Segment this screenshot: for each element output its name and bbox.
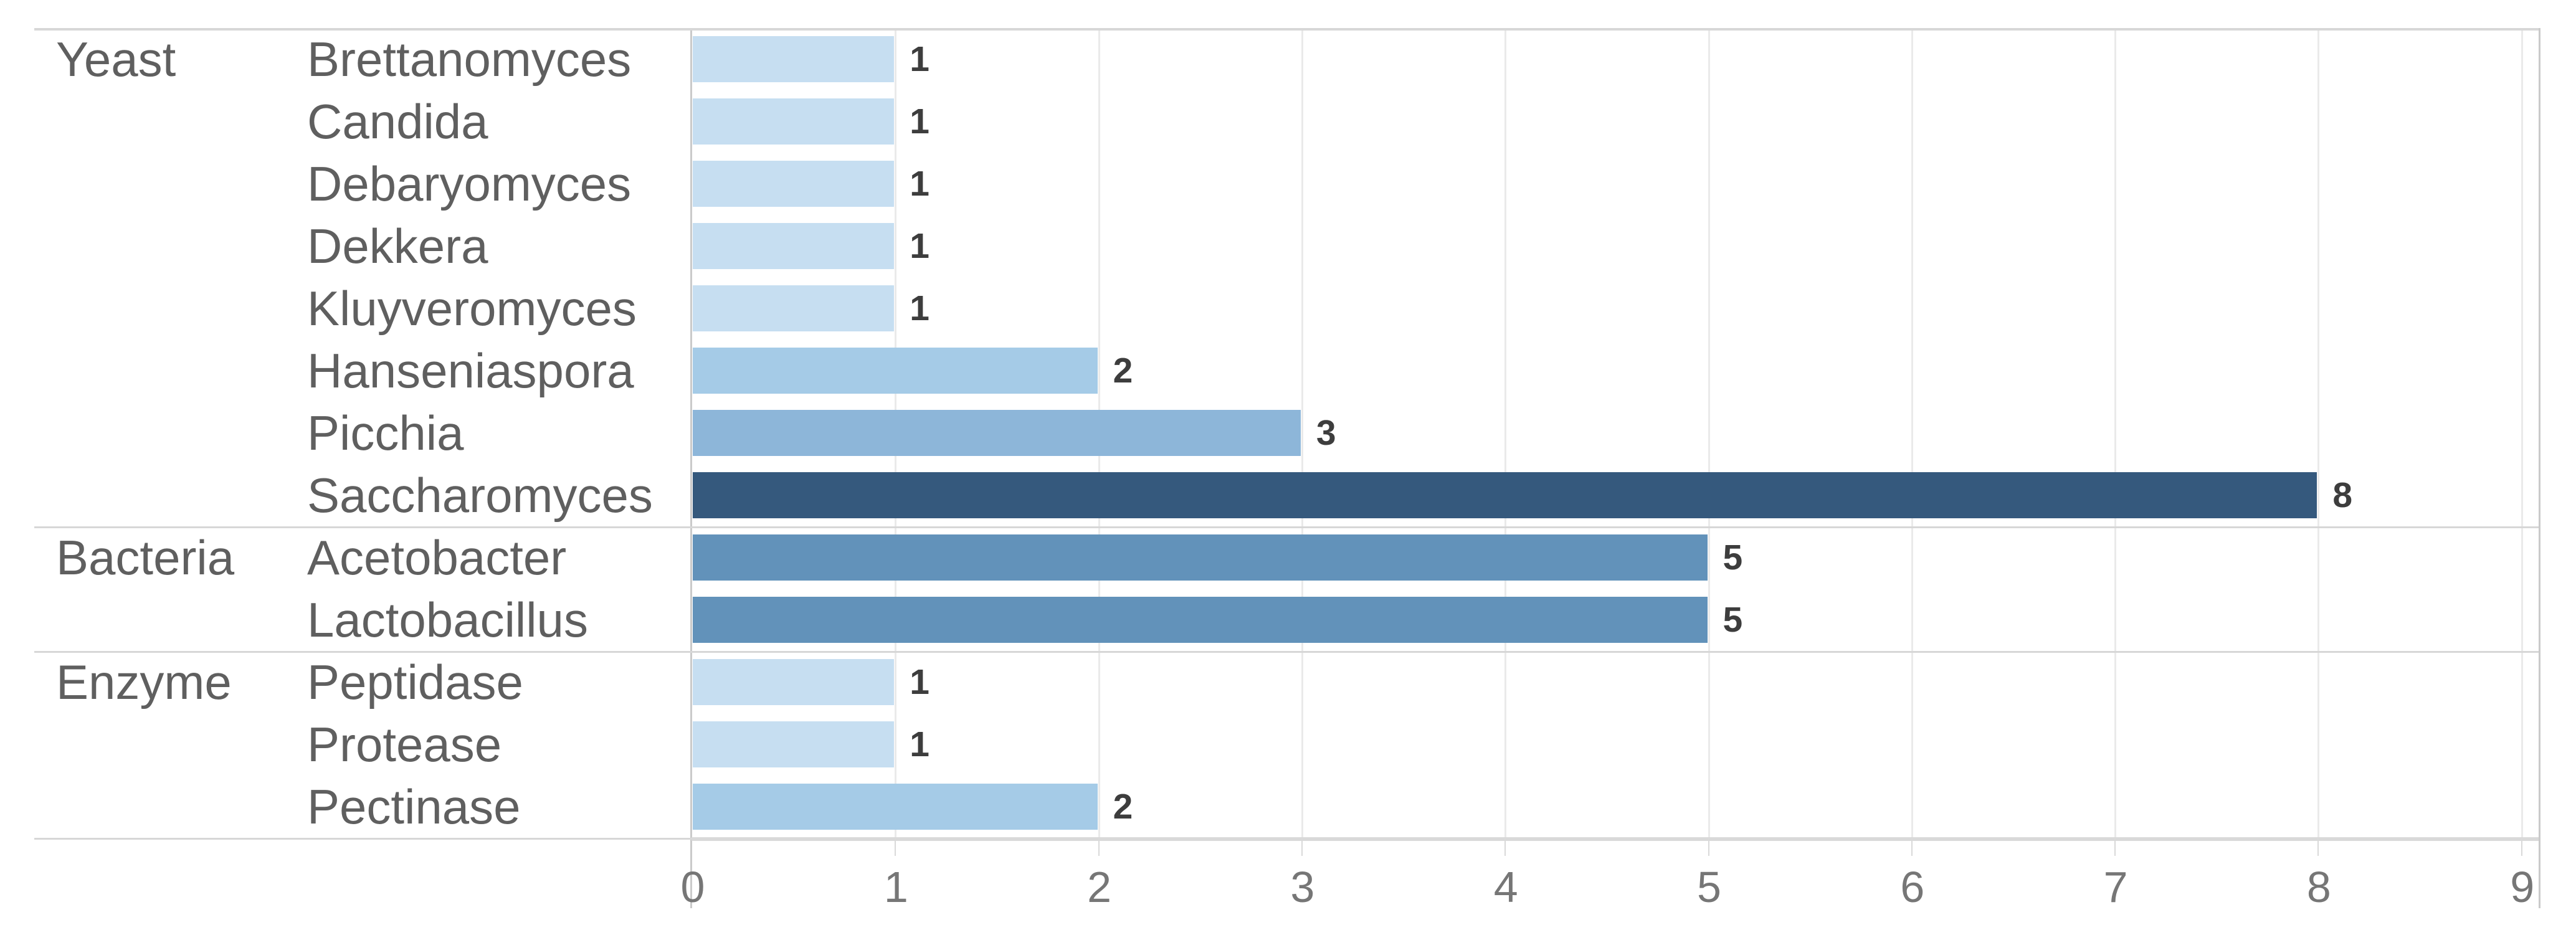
frame-right-border [2539, 28, 2540, 908]
x-axis-tick-label: 4 [1493, 863, 1518, 911]
bar-saccharomyces[interactable] [693, 472, 2317, 518]
row-header-genus-dekkera[interactable]: Dekkera [307, 219, 488, 273]
x-axis-line [692, 837, 2539, 841]
bar-dekkera[interactable] [693, 223, 895, 269]
row-header-category-yeast[interactable]: Yeast [56, 32, 176, 87]
x-gridline [1708, 28, 1710, 838]
x-axis-tick-label: 1 [883, 863, 908, 911]
x-axis-tick [2317, 838, 2319, 856]
bar-pectinase[interactable] [693, 784, 1098, 830]
row-header-genus-peptidase[interactable]: Peptidase [307, 655, 523, 710]
row-header-genus-candida[interactable]: Candida [307, 94, 488, 149]
x-axis-tick-label: 6 [1900, 863, 1925, 911]
bar-value-label: 8 [2332, 475, 2353, 515]
section-divider [34, 526, 2539, 528]
x-axis-tick-label: 2 [1087, 863, 1112, 911]
bar-value-label: 1 [910, 39, 929, 79]
bar-lactobacillus[interactable] [693, 597, 1708, 643]
bar-picchia[interactable] [693, 410, 1301, 456]
x-axis-tick [1301, 838, 1303, 856]
bar-debaryomyces[interactable] [693, 161, 895, 207]
x-gridline [2521, 28, 2523, 838]
x-gridline [2114, 28, 2117, 838]
bar-kluyveromyces[interactable] [693, 285, 895, 331]
row-header-genus-saccharomyces[interactable]: Saccharomyces [307, 468, 653, 523]
bar-value-label: 2 [1113, 787, 1133, 827]
bar-value-label: 5 [1723, 538, 1743, 577]
x-axis-tick [895, 838, 896, 856]
x-axis-tick-label: 0 [680, 863, 705, 911]
bar-value-label: 3 [1316, 413, 1336, 453]
row-header-genus-pectinase[interactable]: Pectinase [307, 779, 521, 834]
bar-value-label: 1 [910, 724, 929, 764]
bar-peptidase[interactable] [693, 659, 895, 705]
row-header-genus-protease[interactable]: Protease [307, 717, 502, 772]
row-header-genus-picchia[interactable]: Picchia [307, 406, 464, 460]
x-gridline [1301, 28, 1303, 838]
bar-hanseniaspora[interactable] [693, 348, 1098, 394]
x-axis-tick-label: 9 [2510, 863, 2535, 911]
bar-brettanomyces[interactable] [693, 36, 895, 82]
x-axis-tick-label: 3 [1290, 863, 1315, 911]
x-axis-tick [1911, 838, 1913, 856]
row-header-genus-hanseniaspora[interactable]: Hanseniaspora [307, 343, 634, 398]
row-header-category-enzyme[interactable]: Enzyme [56, 655, 232, 710]
row-header-genus-kluyveromyces[interactable]: Kluyveromyces [307, 281, 637, 336]
x-axis-tick [1708, 838, 1709, 856]
bar-value-label: 1 [910, 226, 929, 266]
bar-value-label: 1 [910, 102, 929, 141]
row-header-genus-lactobacillus[interactable]: Lactobacillus [307, 592, 588, 647]
section-divider [34, 651, 2539, 653]
x-axis-tick [1504, 838, 1506, 856]
bar-value-label: 2 [1113, 351, 1133, 391]
row-header-category-bacteria[interactable]: Bacteria [56, 530, 235, 585]
x-axis-tick-label: 5 [1697, 863, 1721, 911]
row-header-genus-acetobacter[interactable]: Acetobacter [307, 530, 567, 585]
header-bottom-border [34, 838, 692, 840]
bar-value-label: 1 [910, 164, 929, 204]
x-axis-tick [2114, 838, 2116, 856]
x-gridline [2317, 28, 2320, 838]
row-header-genus-brettanomyces[interactable]: Brettanomyces [307, 32, 632, 87]
bar-acetobacter[interactable] [693, 534, 1708, 581]
x-gridline [1504, 28, 1507, 838]
bar-protease[interactable] [693, 721, 895, 767]
x-axis-zero-line [690, 28, 692, 908]
x-axis-tick [2521, 838, 2522, 856]
bar-value-label: 1 [910, 288, 929, 328]
bar-value-label: 1 [910, 662, 929, 702]
x-axis-tick-label: 8 [2306, 863, 2331, 911]
x-axis-tick [1098, 838, 1100, 856]
x-axis-tick-label: 7 [2103, 863, 2128, 911]
frame-top-border [34, 28, 2539, 31]
row-header-genus-debaryomyces[interactable]: Debaryomyces [307, 156, 632, 211]
bar-candida[interactable] [693, 98, 895, 145]
x-gridline [1911, 28, 1913, 838]
bar-value-label: 5 [1723, 600, 1743, 640]
